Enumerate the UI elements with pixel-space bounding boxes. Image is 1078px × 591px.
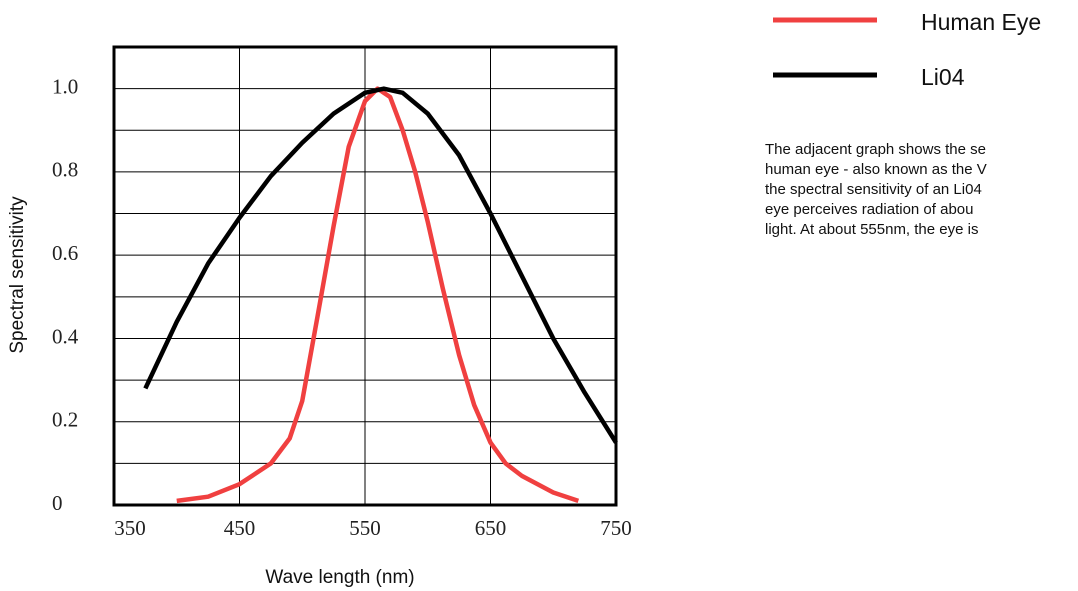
description-line: human eye - also known as the V [765,161,987,178]
y-axis-label: Spectral sensitivity [7,196,28,354]
y-tick-label: 1.0 [52,74,78,98]
line-series [143,86,618,444]
description-line: light. At about 555nm, the eye is [765,221,978,238]
x-tick-label: 450 [224,516,256,540]
legend-label: Human Eye [921,9,1041,35]
plot-frame [112,45,618,507]
x-tick-label: 350 [114,516,146,540]
x-tick-label: 650 [475,516,507,540]
y-tick-label: 0.4 [52,324,79,348]
y-tick-label: 0.8 [52,158,78,182]
description-line: eye perceives radiation of abou [765,201,973,218]
y-tick-label: 0 [52,491,63,515]
legend-label: Li04 [921,64,965,90]
description-line: the spectral sensitivity of an Li04 [765,181,982,198]
x-tick-label: 550 [349,516,381,540]
line-series [176,86,580,504]
x-axis-label: Wave length (nm) [265,567,414,588]
description-line: The adjacent graph shows the se [765,141,986,158]
y-tick-label: 0.6 [52,241,78,265]
x-tick-label: 750 [600,516,632,540]
y-tick-label: 0.2 [52,408,78,432]
